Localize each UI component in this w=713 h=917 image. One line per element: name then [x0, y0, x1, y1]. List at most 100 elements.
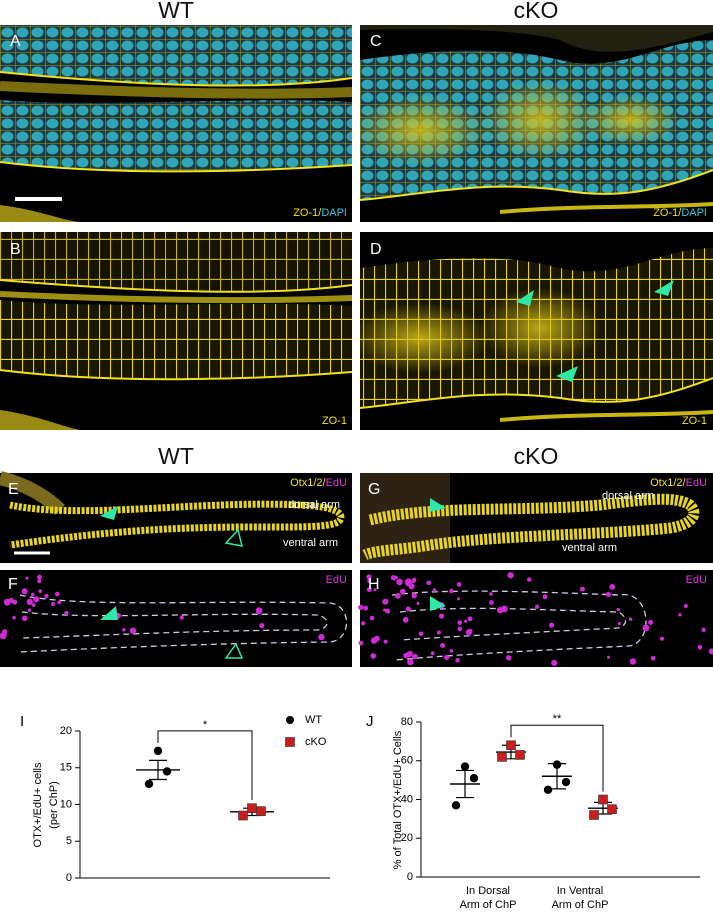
edu-nucleus — [404, 578, 412, 586]
panel-letter: E — [8, 481, 19, 498]
edu-nucleus — [37, 579, 42, 584]
edu-nucleus — [534, 604, 540, 609]
data-point — [607, 804, 617, 814]
edu-nucleus — [367, 579, 371, 584]
edu-nucleus — [457, 626, 463, 632]
edu-nucleus — [489, 600, 494, 605]
edu-nucleus — [31, 592, 35, 597]
edu-nucleus — [255, 607, 263, 615]
edu-nucleus — [628, 617, 633, 621]
stain-caption: Otx1/2/EdU — [650, 477, 707, 489]
edu-nucleus — [382, 608, 387, 612]
data-point — [506, 740, 516, 751]
data-point — [451, 801, 461, 810]
edu-nucleus — [605, 591, 612, 598]
x-tick-label: Arm of ChP — [460, 899, 517, 911]
edu-nucleus — [373, 588, 377, 592]
edu-nucleus — [370, 637, 378, 644]
y-tick-label: 0 — [66, 872, 72, 884]
edu-nucleus — [411, 592, 417, 599]
y-tick-label: 60 — [401, 755, 413, 767]
arrowhead — [516, 290, 534, 306]
micrograph — [0, 232, 352, 430]
data-point — [238, 810, 248, 821]
edu-nucleus — [548, 622, 555, 628]
edu-nucleus — [697, 644, 703, 650]
column-header: cKO — [514, 443, 559, 469]
edu-nucleus — [449, 649, 454, 653]
edu-nucleus — [369, 615, 375, 621]
edu-nucleus — [609, 583, 616, 590]
panel-letter: F — [8, 576, 18, 593]
legend-label: WT — [305, 714, 322, 726]
edu-nucleus — [430, 651, 435, 656]
panel-letter: B — [10, 241, 21, 258]
stain-caption: ZO-1/DAPI — [653, 207, 707, 219]
edu-nucleus — [31, 603, 36, 607]
edu-nucleus — [382, 598, 389, 605]
data-point — [543, 785, 553, 795]
edu-nucleus — [501, 605, 508, 613]
y-tick-label: 0 — [407, 871, 413, 883]
edu-nucleus — [456, 582, 462, 587]
edu-nucleus — [407, 658, 414, 666]
edu-nucleus — [21, 615, 28, 622]
micrograph — [0, 570, 352, 667]
x-tick-label: Arm of ChP — [552, 899, 609, 911]
data-point — [552, 760, 562, 769]
micrograph — [360, 232, 713, 430]
edu-nucleus — [36, 574, 42, 580]
stain-caption: ZO-1 — [682, 415, 707, 427]
y-tick-label: 40 — [401, 793, 413, 805]
edu-nucleus — [648, 619, 654, 626]
edu-nucleus — [542, 594, 548, 600]
edu-nucleus — [629, 658, 637, 665]
panel-label: J — [366, 713, 374, 730]
panel-letter: G — [368, 481, 380, 498]
y-axis-label: OTX+/EdU+ cells — [32, 762, 44, 847]
edu-nucleus — [358, 640, 364, 646]
arrowhead — [556, 366, 578, 382]
significance-label: ** — [553, 713, 562, 725]
micrograph — [360, 473, 713, 563]
edu-nucleus — [650, 655, 656, 661]
edu-nucleus — [2, 633, 7, 637]
significance-label: * — [203, 719, 208, 731]
edu-nucleus — [27, 608, 32, 612]
edu-nucleus — [318, 633, 325, 641]
y-tick-label: 20 — [401, 832, 413, 844]
edu-nucleus — [411, 578, 416, 583]
edu-nucleus — [64, 610, 69, 616]
edu-nucleus — [403, 652, 409, 659]
edu-nucleus — [438, 613, 445, 619]
edu-nucleus — [683, 604, 688, 608]
edu-nucleus — [383, 639, 388, 644]
data-point — [153, 746, 163, 756]
data-point — [561, 777, 571, 787]
edu-nucleus — [505, 655, 512, 661]
edu-nucleus — [432, 588, 437, 593]
data-point — [460, 762, 470, 771]
edu-nucleus — [418, 631, 424, 636]
y-tick-label: 15 — [60, 762, 72, 774]
edu-nucleus — [390, 574, 397, 581]
edu-nucleus — [708, 648, 713, 655]
edu-nucleus — [259, 623, 265, 629]
edu-nucleus — [678, 613, 682, 617]
edu-nucleus — [457, 620, 463, 625]
micrograph — [358, 570, 713, 667]
panel-letter: H — [368, 576, 380, 593]
data-point — [497, 752, 507, 762]
edu-nucleus — [440, 642, 446, 648]
arm-label: ventral arm — [562, 542, 617, 554]
edu-nucleus — [366, 587, 372, 593]
error-bar — [149, 759, 167, 781]
edu-nucleus — [426, 580, 431, 586]
edu-nucleus — [463, 619, 468, 623]
arm-label: dorsal arm — [288, 499, 340, 511]
edu-nucleus — [33, 596, 40, 603]
edu-nucleus — [8, 597, 14, 604]
edu-nucleus — [179, 615, 184, 620]
edu-nucleus — [507, 572, 514, 579]
stain-caption: ZO-1 — [322, 415, 347, 427]
